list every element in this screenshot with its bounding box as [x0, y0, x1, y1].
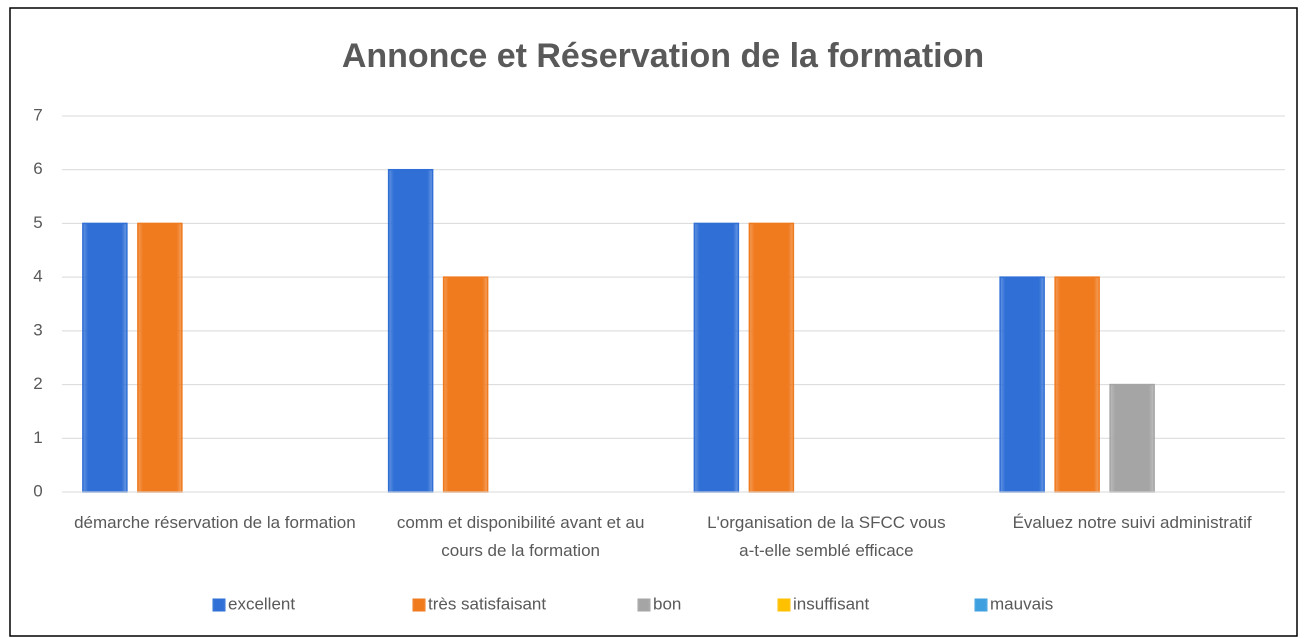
legend-swatch [212, 598, 226, 612]
x-tick-label: Évaluez notre suivi administratif [1013, 513, 1252, 532]
legend-swatch [412, 598, 426, 612]
legend-label: insuffisant [793, 594, 870, 613]
y-tick-label: 2 [33, 374, 42, 393]
bar [387, 168, 434, 493]
legend-swatch [637, 598, 651, 612]
chart-title: Annonce et Réservation de la formation [342, 37, 984, 75]
bar [748, 222, 795, 493]
x-tick-label: comm et disponibilité avant et au cours d… [397, 513, 645, 560]
y-tick-label: 6 [33, 159, 42, 178]
legend-label: très satisfaisant [428, 594, 546, 613]
y-tick-label: 3 [33, 320, 42, 339]
x-tick-label: L'organisation de la SFCC vous a-t-elle s… [707, 513, 946, 560]
legend-label: mauvais [990, 594, 1053, 613]
x-tick-label: démarche réservation de la formation [74, 513, 356, 532]
bar [1054, 276, 1100, 493]
bar [1109, 383, 1155, 493]
bar [137, 222, 183, 493]
bar [693, 222, 740, 493]
y-tick-label: 1 [33, 428, 42, 447]
y-tick-label: 7 [33, 105, 42, 124]
chart-frame [9, 7, 1298, 637]
y-tick-label: 5 [33, 213, 42, 232]
legend-swatch [777, 598, 791, 612]
legend-label: bon [653, 594, 681, 613]
legend-label: excellent [228, 594, 295, 613]
y-tick-label: 4 [33, 267, 42, 286]
legend-swatch [974, 598, 988, 612]
y-tick-label: 0 [33, 481, 42, 500]
bar [999, 276, 1045, 493]
bar [82, 222, 128, 493]
bar [442, 276, 489, 493]
